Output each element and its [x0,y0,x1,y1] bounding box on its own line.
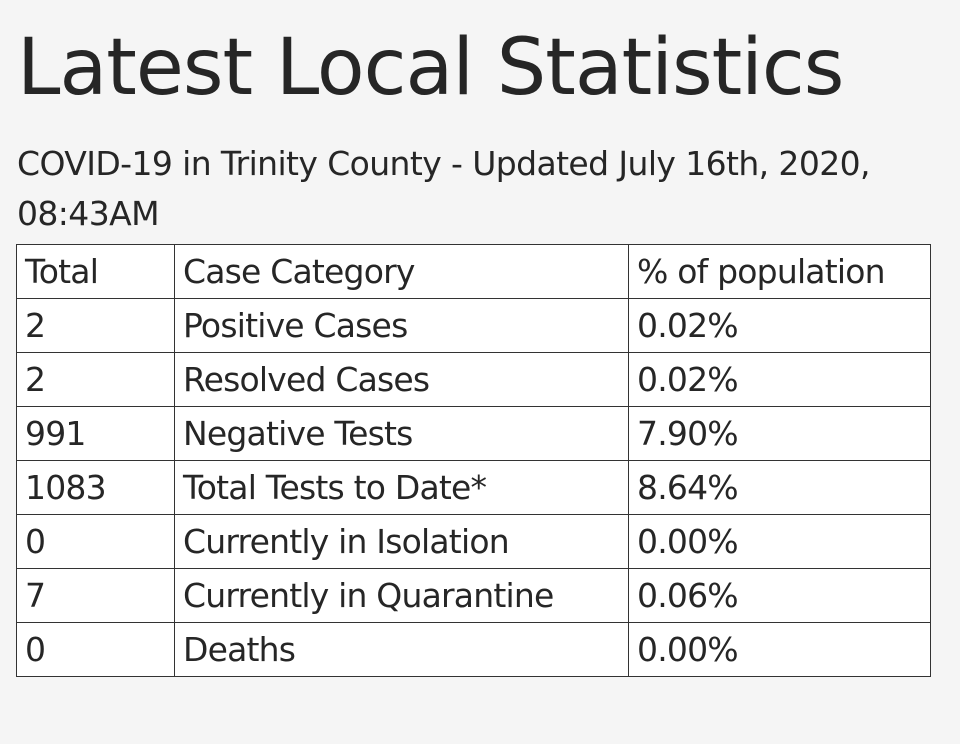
cell-category: Positive Cases [174,298,629,353]
cell-category: Total Tests to Date* [174,460,629,515]
cell-total: 2 [16,298,175,353]
cell-category: Currently in Isolation [174,514,629,569]
table-row: 2 Resolved Cases 0.02% [16,352,931,407]
cell-percent: 7.90% [628,406,931,461]
cell-total: 1083 [16,460,175,515]
cell-percent: 0.02% [628,352,931,407]
cell-category: Negative Tests [174,406,629,461]
cell-total: 0 [16,514,175,569]
statistics-table: Total Case Category % of population 2 Po… [16,244,931,677]
table-row: 0 Currently in Isolation 0.00% [16,514,931,569]
cell-category: Currently in Quarantine [174,568,629,623]
table-header-row: Total Case Category % of population [16,244,931,299]
table-row: 991 Negative Tests 7.90% [16,406,931,461]
table-row: 0 Deaths 0.00% [16,622,931,677]
cell-percent: 0.06% [628,568,931,623]
cell-percent: 0.00% [628,514,931,569]
cell-total: 7 [16,568,175,623]
header-percent-population: % of population [628,244,931,299]
page-subtitle: COVID-19 in Trinity County - Updated Jul… [17,144,871,233]
cell-percent: 8.64% [628,460,931,515]
table-row: 2 Positive Cases 0.02% [16,298,931,353]
cell-total: 991 [16,406,175,461]
cell-total: 0 [16,622,175,677]
header-case-category: Case Category [174,244,629,299]
table-row: 1083 Total Tests to Date* 8.64% [16,460,931,515]
header-total: Total [16,244,175,299]
cell-total: 2 [16,352,175,407]
cell-category: Resolved Cases [174,352,629,407]
table-row: 7 Currently in Quarantine 0.06% [16,568,931,623]
cell-category: Deaths [174,622,629,677]
cell-percent: 0.02% [628,298,931,353]
page-title: Latest Local Statistics [17,23,844,113]
cell-percent: 0.00% [628,622,931,677]
